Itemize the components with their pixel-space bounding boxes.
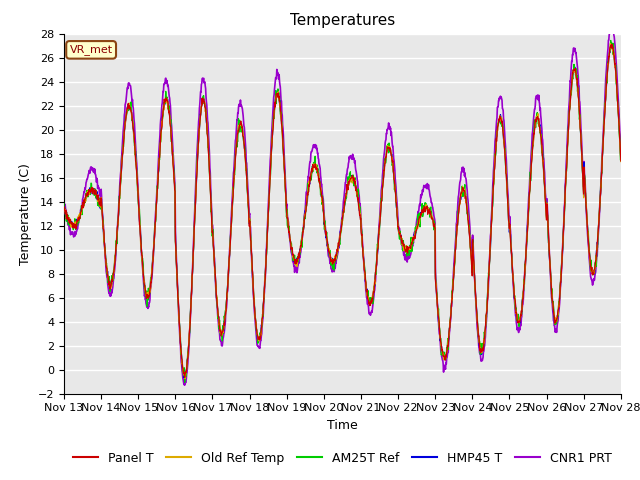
Legend: Panel T, Old Ref Temp, AM25T Ref, HMP45 T, CNR1 PRT: Panel T, Old Ref Temp, AM25T Ref, HMP45 …: [68, 447, 616, 469]
X-axis label: Time: Time: [327, 419, 358, 432]
Text: VR_met: VR_met: [70, 44, 113, 55]
Title: Temperatures: Temperatures: [290, 13, 395, 28]
Y-axis label: Temperature (C): Temperature (C): [19, 163, 32, 264]
